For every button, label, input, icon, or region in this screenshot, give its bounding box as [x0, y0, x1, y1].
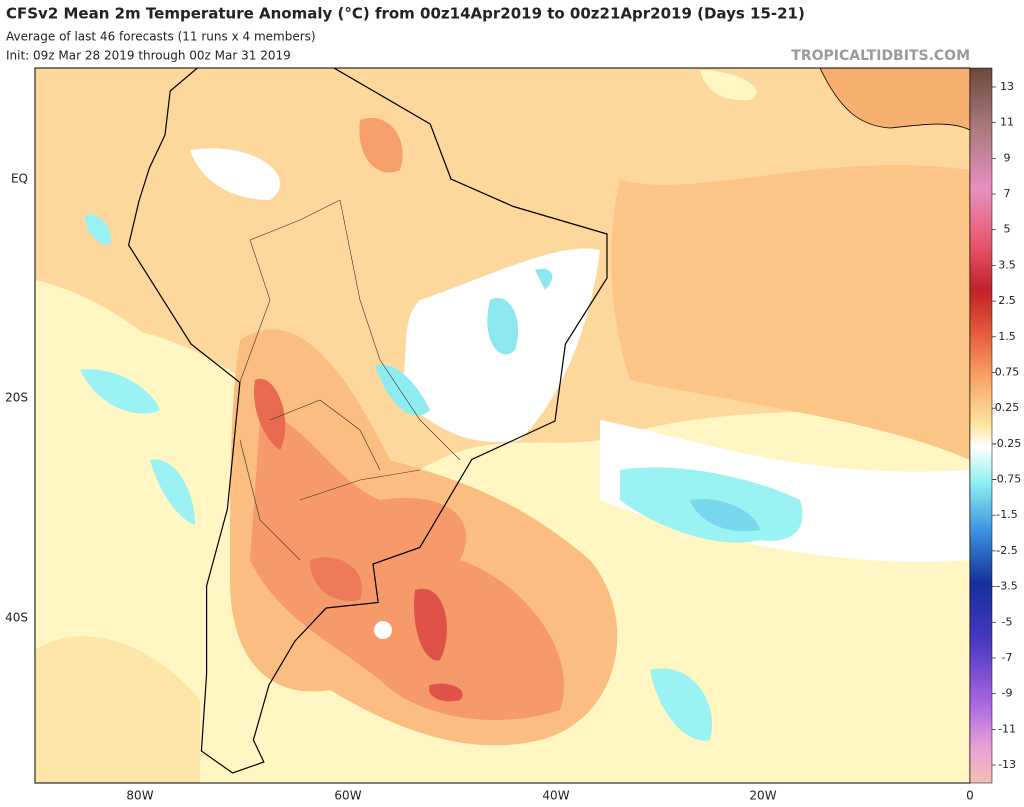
lat-label: 20S — [5, 391, 28, 405]
lon-label: 80W — [126, 789, 153, 803]
lat-label: 40S — [5, 611, 28, 625]
lon-label: 0 — [966, 789, 974, 803]
colorbar-label: -7 — [1002, 651, 1013, 664]
colorbar-label: -0.25 — [993, 437, 1021, 450]
colorbar-label: 9 — [1004, 151, 1011, 164]
colorbar-label: -13 — [998, 758, 1016, 771]
init-line: Init: 09z Mar 28 2019 through 00z Mar 31… — [6, 49, 291, 63]
lon-label: 60W — [334, 789, 361, 803]
colorbar-label: -1.5 — [996, 508, 1017, 521]
colorbar-label: -5 — [1002, 615, 1013, 628]
lon-label: 20W — [749, 789, 776, 803]
colorbar-label: -9 — [1002, 687, 1013, 700]
colorbar-label: 7 — [1004, 187, 1011, 200]
colorbar — [969, 67, 993, 784]
lat-label: EQ — [11, 172, 28, 186]
lon-label: 40W — [542, 789, 569, 803]
colorbar-label: -2.5 — [996, 544, 1017, 557]
colorbar-label: 13 — [1000, 80, 1014, 93]
colorbar-label: 2.5 — [998, 294, 1016, 307]
colorbar-label: -11 — [998, 722, 1016, 735]
colorbar-label: 1.5 — [998, 330, 1016, 343]
title: CFSv2 Mean 2m Temperature Anomaly (°C) f… — [6, 5, 805, 23]
colorbar-label: 3.5 — [998, 258, 1016, 271]
colorbar-label: 5 — [1004, 223, 1011, 236]
colorbar-label: 0.75 — [995, 365, 1020, 378]
watermark: TROPICALTIDBITS.COM — [791, 48, 970, 64]
map-field — [35, 68, 970, 783]
colorbar-label: 11 — [1000, 116, 1014, 129]
colorbar-label: -3.5 — [996, 580, 1017, 593]
colorbar-label: -0.75 — [993, 473, 1021, 486]
colorbar-label: 0.25 — [995, 401, 1020, 414]
subtitle: Average of last 46 forecasts (11 runs x … — [6, 30, 316, 44]
